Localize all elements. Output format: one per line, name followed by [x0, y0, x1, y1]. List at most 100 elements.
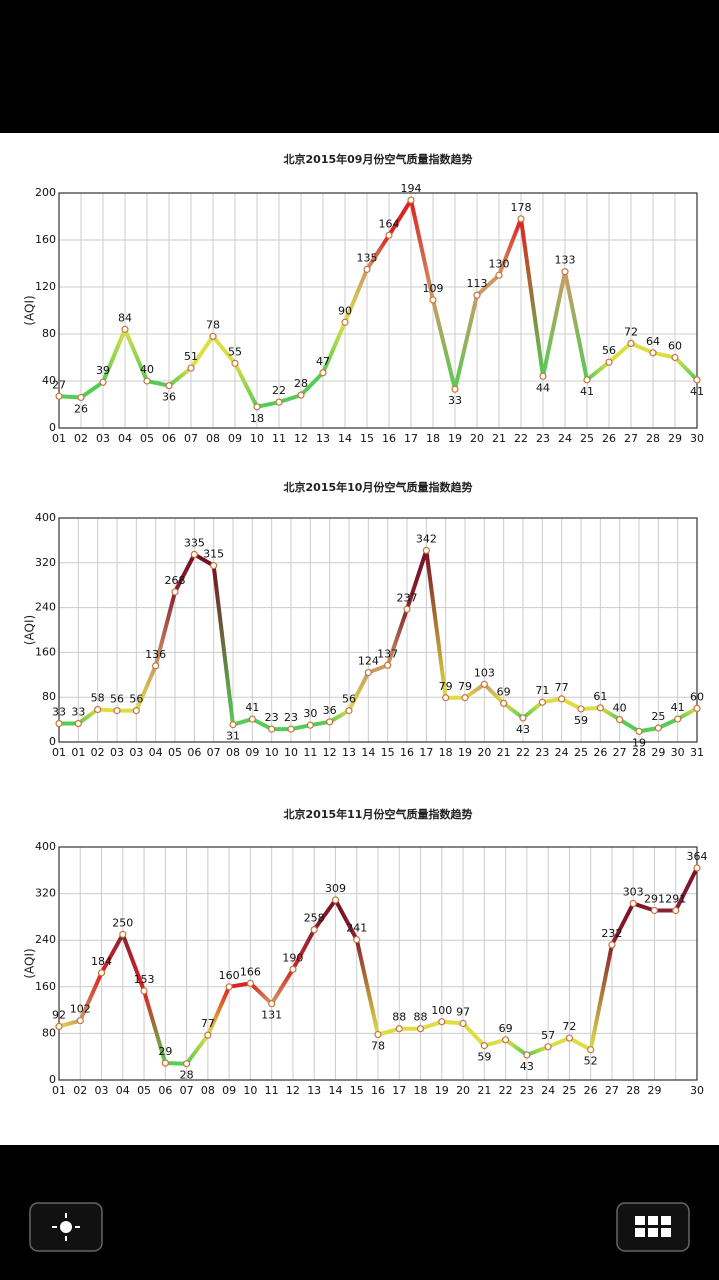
- x-tick-label: 09: [222, 1084, 236, 1097]
- x-tick-label: 25: [562, 1084, 576, 1097]
- data-point: [539, 372, 547, 380]
- x-tick-label: 07: [207, 746, 221, 759]
- data-point: [693, 376, 701, 384]
- data-point: [326, 718, 334, 726]
- line-segment: [461, 1021, 487, 1048]
- line-segment: [248, 981, 274, 1006]
- line-segment: [431, 297, 457, 392]
- data-point: [345, 707, 353, 715]
- data-label: 72: [624, 325, 638, 338]
- data-point: [538, 698, 546, 706]
- data-point: [231, 359, 239, 367]
- x-tick-label: 25: [574, 746, 588, 759]
- data-point: [523, 1051, 531, 1059]
- data-label: 100: [431, 1004, 452, 1017]
- data-label: 59: [477, 1051, 491, 1064]
- line-segment: [76, 707, 100, 726]
- data-label: 31: [226, 730, 240, 743]
- line-segment: [184, 1033, 210, 1066]
- data-point: [364, 668, 372, 677]
- data-point: [268, 1000, 276, 1008]
- line-segment: [567, 1036, 593, 1052]
- locate-button[interactable]: [29, 1202, 103, 1252]
- line-segment: [524, 1044, 551, 1057]
- data-point: [654, 724, 662, 732]
- data-point: [480, 1042, 488, 1050]
- data-label: 57: [541, 1029, 555, 1042]
- data-label: 41: [690, 385, 704, 398]
- data-point: [544, 1043, 552, 1051]
- data-label: 309: [325, 882, 346, 895]
- x-tick-label: 11: [265, 1084, 279, 1097]
- chart-title: 北京2015年11月份空气质量指数趋势: [284, 807, 473, 821]
- x-tick-label: 24: [555, 746, 569, 759]
- line-segment: [617, 717, 641, 734]
- x-tick-label: 30: [690, 1084, 704, 1097]
- data-point: [403, 605, 411, 613]
- line-segment: [290, 927, 317, 972]
- x-tick-label: 28: [646, 432, 660, 445]
- data-point: [693, 704, 701, 713]
- y-tick-label: 320: [35, 887, 56, 900]
- line-segment: [343, 267, 369, 325]
- line-segment: [385, 607, 409, 668]
- data-point: [649, 349, 657, 357]
- line-segment: [631, 901, 657, 913]
- x-tick-label: 14: [338, 432, 352, 445]
- y-tick-label: 40: [42, 374, 56, 387]
- grid-button[interactable]: [616, 1202, 690, 1252]
- line-segment: [387, 198, 413, 238]
- data-label: 77: [201, 1017, 215, 1030]
- line-segment: [629, 341, 655, 355]
- data-label: 41: [245, 701, 259, 714]
- y-tick-label: 240: [35, 933, 56, 946]
- data-label: 90: [338, 304, 352, 317]
- plot-frame: [58, 517, 698, 743]
- data-label: 44: [536, 381, 550, 394]
- x-tick-label: 23: [520, 1084, 534, 1097]
- y-tick-label: 0: [49, 735, 56, 748]
- line-segment: [482, 682, 506, 706]
- data-label: 137: [377, 647, 398, 660]
- line-segment: [57, 394, 83, 400]
- data-point: [99, 378, 107, 386]
- line-segment: [277, 393, 303, 405]
- data-label: 178: [511, 201, 532, 214]
- x-tick-label: 06: [187, 746, 201, 759]
- x-tick-label: 29: [651, 746, 665, 759]
- data-point: [558, 695, 566, 703]
- x-tick-label: 20: [456, 1084, 470, 1097]
- data-point: [297, 391, 305, 399]
- x-tick-label: 12: [286, 1084, 300, 1097]
- x-tick-label: 12: [323, 746, 337, 759]
- line-segment: [675, 706, 699, 722]
- x-tick-label: 05: [140, 432, 154, 445]
- data-label: 69: [497, 685, 511, 698]
- data-label: 33: [52, 706, 66, 719]
- data-label: 30: [303, 707, 317, 720]
- x-tick-label: 28: [626, 1084, 640, 1097]
- x-tick-label: 13: [342, 746, 356, 759]
- data-label: 29: [158, 1045, 172, 1058]
- data-label: 25: [651, 710, 665, 723]
- x-tick-label: 31: [690, 746, 704, 759]
- x-tick-label: 07: [180, 1084, 194, 1097]
- data-point: [671, 353, 679, 362]
- x-tick-label: 23: [536, 432, 550, 445]
- data-label: 27: [52, 378, 66, 391]
- line-segment: [609, 901, 636, 947]
- line-segment: [409, 198, 435, 302]
- data-label: 79: [439, 680, 453, 693]
- x-tick-label: 15: [381, 746, 395, 759]
- data-label: 124: [358, 655, 379, 668]
- line-segment: [167, 366, 193, 388]
- x-tick-label: 10: [243, 1084, 257, 1097]
- data-point: [229, 721, 237, 729]
- data-label: 153: [134, 973, 155, 986]
- line-segment: [211, 334, 237, 366]
- data-label: 232: [601, 927, 622, 940]
- y-axis-label: (AQI): [23, 948, 37, 978]
- line-segment: [563, 269, 589, 382]
- x-tick-label: 15: [360, 432, 374, 445]
- x-tick-label: 18: [414, 1084, 428, 1097]
